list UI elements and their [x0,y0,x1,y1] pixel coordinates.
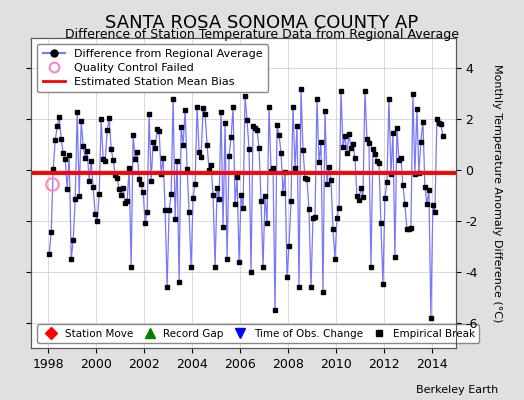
Text: SANTA ROSA SONOMA COUNTY AP: SANTA ROSA SONOMA COUNTY AP [105,14,419,32]
Text: Berkeley Earth: Berkeley Earth [416,385,498,395]
Y-axis label: Monthly Temperature Anomaly Difference (°C): Monthly Temperature Anomaly Difference (… [492,64,502,322]
Legend: Station Move, Record Gap, Time of Obs. Change, Empirical Break: Station Move, Record Gap, Time of Obs. C… [37,324,479,343]
Text: Difference of Station Temperature Data from Regional Average: Difference of Station Temperature Data f… [65,28,459,41]
